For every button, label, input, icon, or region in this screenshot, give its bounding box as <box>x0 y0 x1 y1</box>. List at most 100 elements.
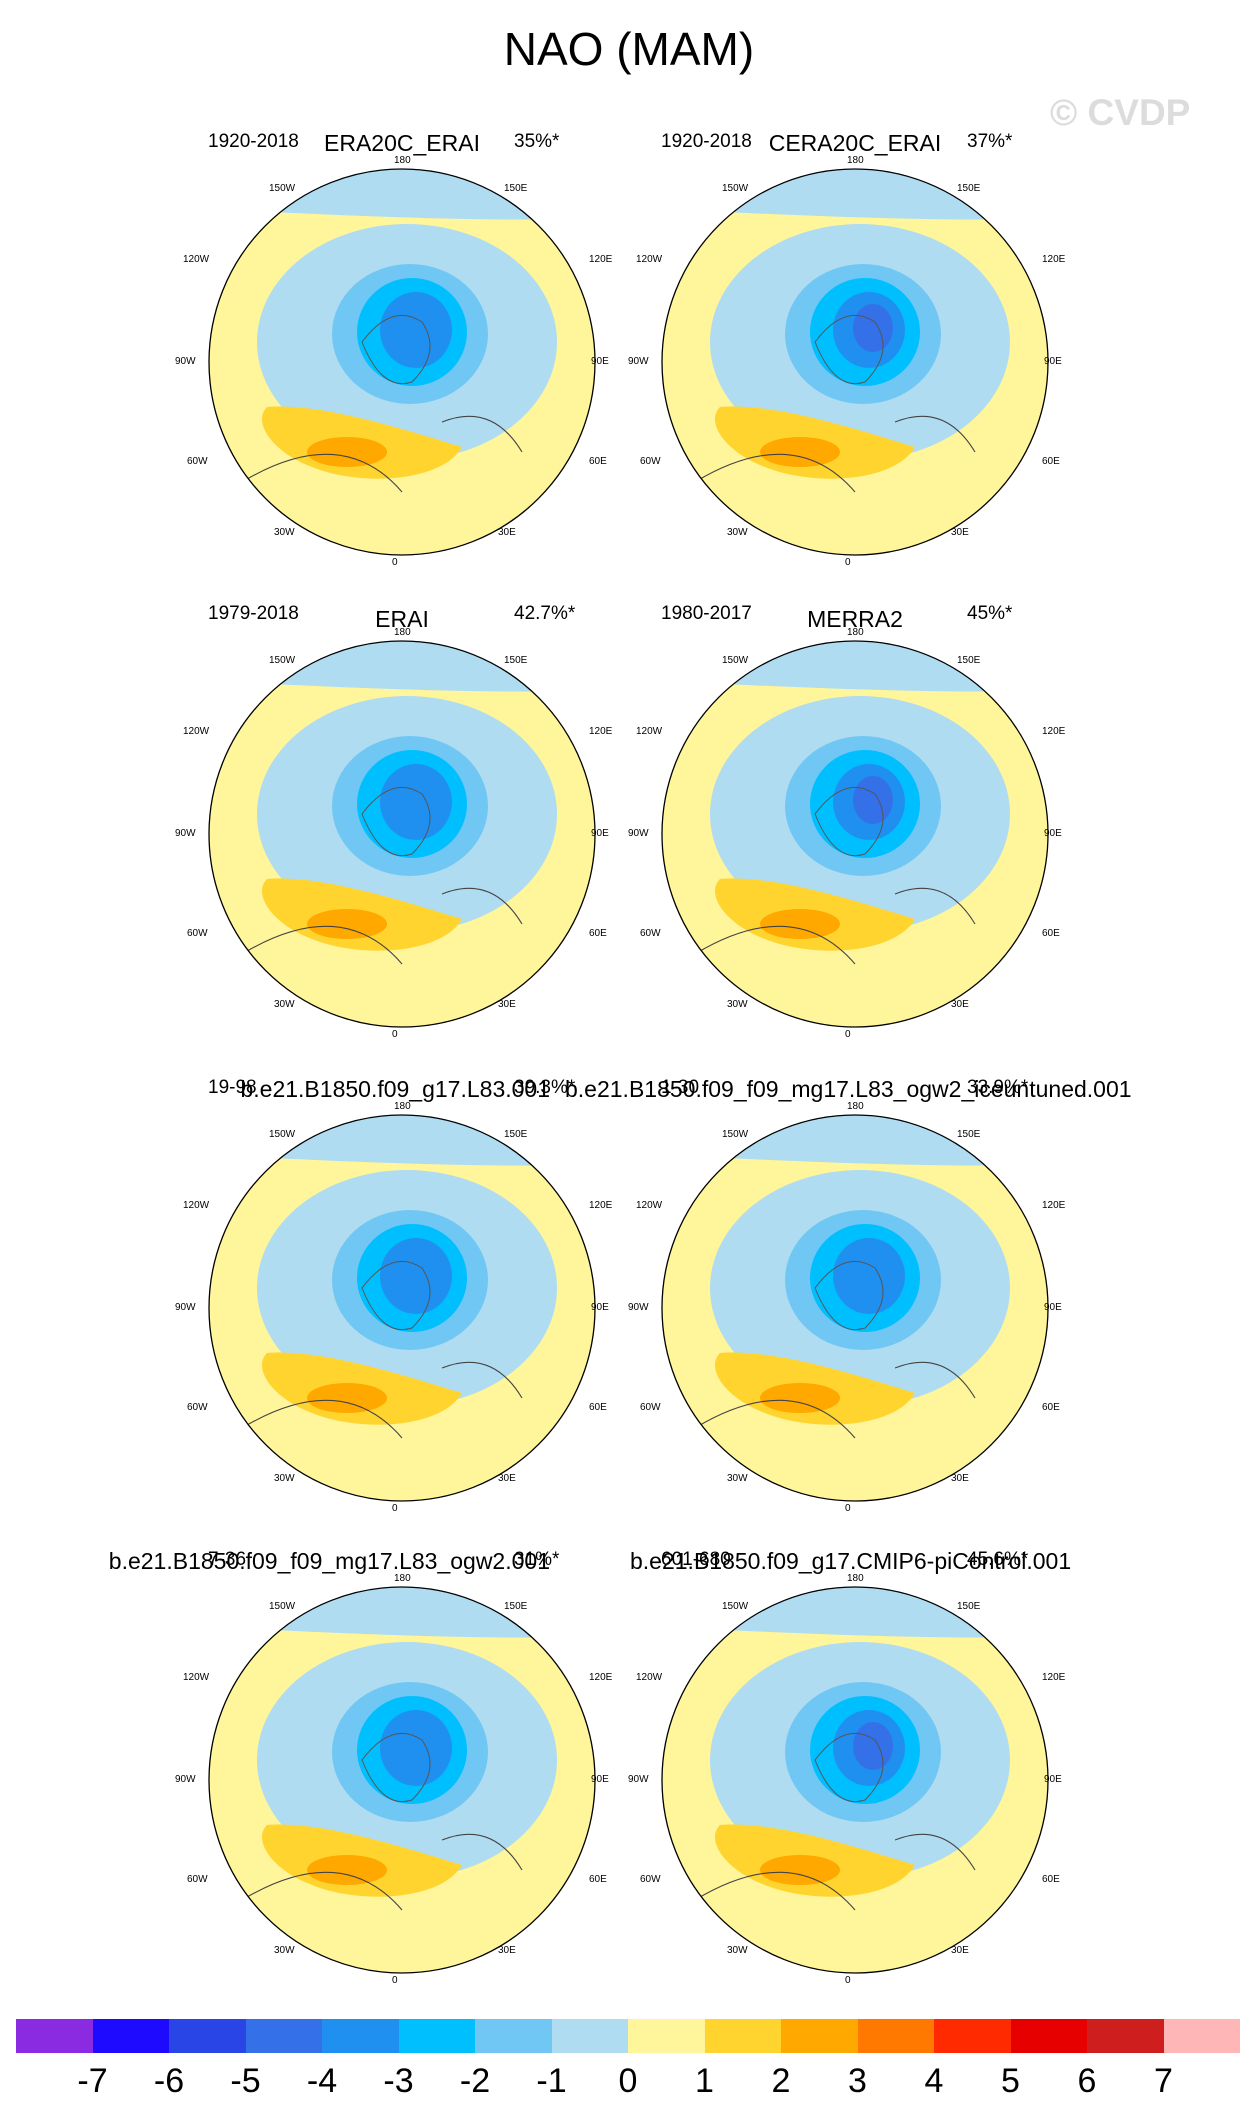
longitude-label: 0 <box>392 1029 398 1040</box>
longitude-label: 150E <box>957 1601 981 1612</box>
longitude-label: 90W <box>175 828 196 839</box>
longitude-label: 90E <box>1044 1774 1062 1785</box>
pacific-anomaly <box>662 641 1048 692</box>
longitude-label: 30E <box>498 1945 516 1956</box>
longitude-label: 60W <box>640 1402 661 1413</box>
positive-anomaly-level-2 <box>307 909 387 939</box>
coastline <box>241 925 403 965</box>
colorbar-swatch <box>857 2019 934 2053</box>
polar-map <box>208 640 596 1028</box>
longitude-label: 60E <box>1042 1874 1060 1885</box>
longitude-label: 60W <box>187 456 208 467</box>
panel-years: 1920-2018 <box>208 131 299 152</box>
longitude-label: 30E <box>498 999 516 1010</box>
longitude-label: 90E <box>1044 356 1062 367</box>
negative-anomaly-level-3 <box>380 1238 452 1314</box>
longitude-label: 60E <box>589 1402 607 1413</box>
panel-years: 7-36 <box>208 1549 247 1570</box>
coastline <box>241 453 403 493</box>
longitude-label: 120W <box>183 254 210 265</box>
pacific-anomaly <box>662 169 1048 220</box>
longitude-label: 60W <box>187 1402 208 1413</box>
panel-percent-variance: 31%* <box>514 1549 560 1570</box>
longitude-label: 0 <box>845 1029 851 1040</box>
longitude-label: 120E <box>1042 1672 1066 1683</box>
map-border <box>661 168 1049 556</box>
colorbar-tick-label: 5 <box>1001 2062 1020 2100</box>
longitude-label: 60E <box>589 1874 607 1885</box>
colorbar-tick-label: -6 <box>153 2062 185 2100</box>
colorbar-tick-label: 6 <box>1077 2062 1097 2100</box>
coastline <box>694 1871 856 1911</box>
positive-anomaly-level-2 <box>760 437 840 467</box>
polar-map <box>661 640 1049 1028</box>
coastline <box>894 1833 976 1871</box>
coastline <box>441 415 523 453</box>
longitude-label: 150E <box>504 655 528 666</box>
panel-percent-variance: 35%* <box>514 131 560 152</box>
panel-title: CERA20C_ERAI <box>768 130 942 156</box>
panel-years: 1980-2017 <box>661 603 752 624</box>
longitude-label: 60E <box>1042 456 1060 467</box>
positive-anomaly-level-2 <box>760 1383 840 1413</box>
colorbar-tick-label: -2 <box>459 2062 491 2100</box>
map-border <box>208 168 596 556</box>
longitude-label: 120E <box>1042 726 1066 737</box>
panel-title: ERAI <box>375 606 429 632</box>
longitude-label: 90W <box>628 356 649 367</box>
polar-map <box>661 1586 1049 1974</box>
colorbar-swatch <box>1010 2019 1087 2053</box>
panel-percent-variance: 45.6%* <box>967 1549 1029 1570</box>
pacific-anomaly <box>662 1115 1048 1166</box>
longitude-label: 90E <box>591 1774 609 1785</box>
longitude-label: 180 <box>847 155 864 166</box>
greenland-outline <box>814 1260 884 1330</box>
longitude-label: 90E <box>591 356 609 367</box>
polar-map <box>661 1114 1049 1502</box>
coastline <box>894 887 976 925</box>
colorbar-swatch <box>704 2019 781 2053</box>
longitude-label: 120E <box>589 1200 613 1211</box>
colorbar-swatch <box>934 2019 1011 2053</box>
longitude-label: 120W <box>636 1200 663 1211</box>
panel-years: 1979-2018 <box>208 603 299 624</box>
longitude-label: 180 <box>394 1101 411 1112</box>
panel-years: 601-680 <box>661 1549 731 1570</box>
negative-anomaly-level-3 <box>833 1238 905 1314</box>
map-border <box>208 1114 596 1502</box>
colorbar-tick-label: -4 <box>306 2062 338 2100</box>
longitude-label: 150W <box>269 183 296 194</box>
coastline <box>241 1399 403 1439</box>
map-border <box>661 640 1049 1028</box>
longitude-label: 120W <box>636 726 663 737</box>
longitude-label: 0 <box>392 1503 398 1514</box>
panel-percent-variance: 42.7%* <box>514 603 576 624</box>
longitude-label: 120E <box>589 726 613 737</box>
colorbar-swatch <box>551 2019 628 2053</box>
pacific-anomaly <box>209 1115 595 1166</box>
coastline <box>894 415 976 453</box>
longitude-label: 120W <box>183 1200 210 1211</box>
longitude-label: 30E <box>951 1473 969 1484</box>
longitude-label: 150E <box>504 1129 528 1140</box>
longitude-label: 120W <box>636 254 663 265</box>
map-border <box>208 640 596 1028</box>
greenland-outline <box>361 1260 431 1330</box>
longitude-label: 30E <box>498 1473 516 1484</box>
negative-anomaly-level-4 <box>853 776 893 824</box>
longitude-label: 120W <box>636 1672 663 1683</box>
colorbar-tick-label: -7 <box>77 2062 108 2100</box>
longitude-label: 180 <box>847 1573 864 1584</box>
polar-map <box>208 168 596 556</box>
longitude-label: 90W <box>628 1302 649 1313</box>
panel-title: MERRA2 <box>807 606 903 632</box>
longitude-label: 30E <box>951 1945 969 1956</box>
longitude-label: 60E <box>589 456 607 467</box>
longitude-label: 150E <box>504 183 528 194</box>
positive-anomaly-level-2 <box>307 1855 387 1885</box>
greenland-outline <box>361 786 431 856</box>
longitude-label: 120E <box>589 1672 613 1683</box>
coastline <box>441 887 523 925</box>
coastline <box>441 1361 523 1399</box>
colorbar-swatch <box>781 2019 858 2053</box>
